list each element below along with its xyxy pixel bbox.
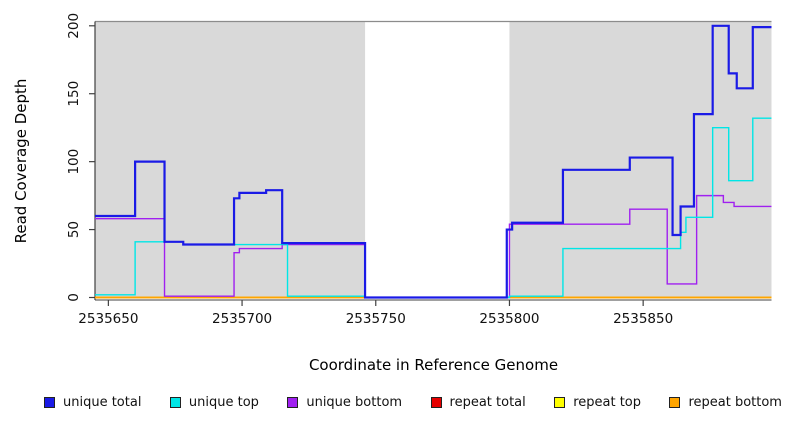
- x-tick-label: 2535800: [479, 311, 539, 327]
- series-line-unique-total: [95, 24, 772, 299]
- legend-swatch-icon: [169, 397, 181, 408]
- legend-label: repeat top: [573, 395, 641, 410]
- plot-background-left: [95, 21, 366, 299]
- x-tick-label: 2535700: [212, 311, 272, 327]
- legend-item-unique-total: unique total: [44, 395, 141, 410]
- y-axis-title: Read Coverage Depth: [12, 78, 30, 244]
- y-tick-label: 100: [66, 149, 82, 175]
- series-line-unique-bottom: [95, 194, 772, 299]
- x-tick-label: 2535650: [78, 311, 138, 327]
- x-tick-label: 2535750: [346, 311, 406, 327]
- y-tick-label: 0: [66, 293, 82, 302]
- legend: unique total unique top unique bottom repea…: [44, 395, 782, 410]
- legend-swatch-icon: [554, 397, 566, 408]
- legend-label: repeat bottom: [688, 395, 782, 410]
- legend-item-unique-bottom: unique bottom: [287, 395, 402, 410]
- chart-canvas: 2535650 2535700 2535750 2535800 2535850 0 50 10…: [66, 13, 772, 327]
- y-tick-label: 50: [66, 221, 82, 238]
- plot-background-right: [509, 21, 772, 299]
- y-tick-label: 150: [66, 81, 82, 107]
- legend-label: unique bottom: [306, 395, 403, 410]
- legend-swatch-icon: [669, 397, 681, 408]
- legend-swatch-icon: [44, 397, 55, 408]
- x-tick-label: 2535850: [613, 311, 673, 327]
- legend-swatch-icon: [287, 397, 299, 408]
- legend-item-repeat-top: repeat top: [554, 395, 641, 410]
- y-tick-label: 200: [66, 13, 82, 39]
- legend-swatch-icon: [430, 397, 442, 408]
- legend-item-repeat-total: repeat total: [430, 395, 526, 410]
- legend-item-repeat-bottom: repeat bottom: [669, 395, 782, 410]
- legend-item-unique-top: unique top: [169, 395, 259, 410]
- legend-label: repeat total: [449, 395, 526, 410]
- legend-label: unique total: [63, 395, 142, 410]
- x-axis-title: Coordinate in Reference Genome: [308, 356, 559, 374]
- legend-label: unique top: [188, 395, 259, 410]
